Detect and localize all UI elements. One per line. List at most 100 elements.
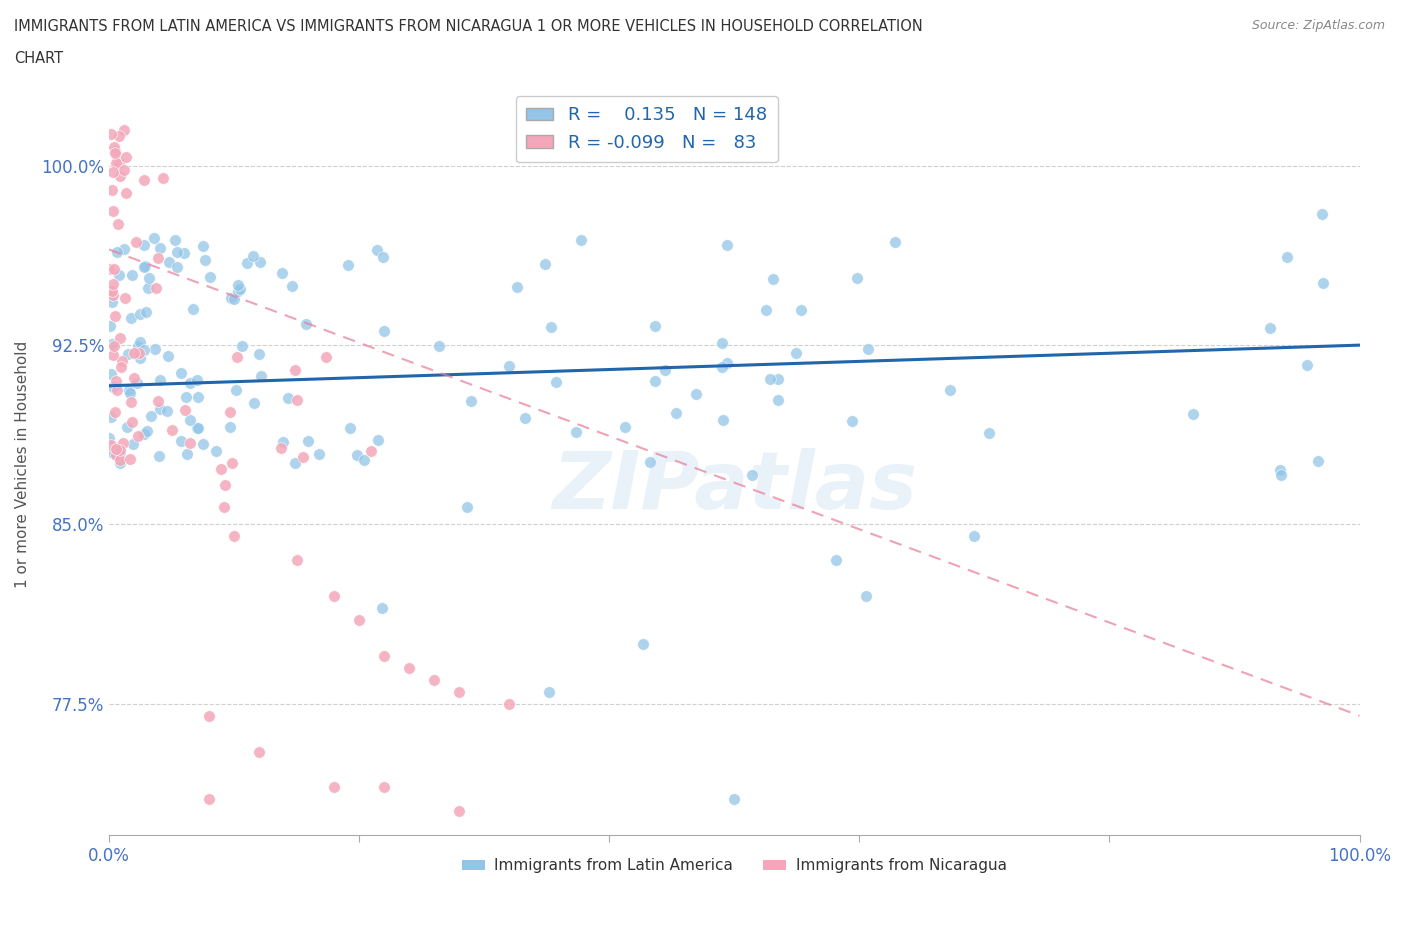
Point: [132, 237, 155, 252]
Point: [121, 415, 143, 430]
Point: [198, 709, 221, 724]
Point: [174, 403, 197, 418]
Point: [498, 359, 520, 374]
Point: [741, 468, 763, 483]
Point: [790, 302, 813, 317]
Point: [120, 311, 142, 325]
Point: [107, 216, 129, 231]
Point: [104, 309, 127, 324]
Point: [716, 355, 738, 370]
Point: [723, 792, 745, 807]
Point: [108, 452, 131, 467]
Point: [112, 122, 135, 137]
Point: [427, 339, 450, 353]
Point: [1268, 462, 1291, 477]
Point: [193, 239, 215, 254]
Point: [884, 234, 907, 249]
Point: [135, 423, 157, 438]
Point: [242, 248, 264, 263]
Point: [449, 684, 471, 699]
Point: [157, 255, 180, 270]
Point: [135, 304, 157, 319]
Point: [456, 499, 478, 514]
Point: [249, 255, 271, 270]
Point: [373, 324, 395, 339]
Point: [825, 553, 848, 568]
Point: [858, 341, 880, 356]
Point: [145, 281, 167, 296]
Point: [977, 426, 1000, 441]
Point: [101, 337, 124, 352]
Point: [270, 441, 292, 456]
Legend: Immigrants from Latin America, Immigrants from Nicaragua: Immigrants from Latin America, Immigrant…: [456, 852, 1012, 880]
Point: [101, 183, 124, 198]
Point: [633, 636, 655, 651]
Point: [132, 172, 155, 187]
Point: [537, 684, 560, 699]
Point: [157, 349, 180, 364]
Point: [766, 371, 789, 386]
Point: [1181, 406, 1204, 421]
Point: [141, 408, 163, 423]
Point: [219, 419, 242, 434]
Point: [108, 268, 131, 283]
Point: [654, 363, 676, 378]
Point: [114, 290, 136, 305]
Point: [103, 165, 125, 179]
Point: [104, 374, 127, 389]
Point: [565, 425, 588, 440]
Point: [761, 272, 783, 286]
Point: [112, 163, 135, 178]
Point: [179, 436, 201, 451]
Point: [766, 392, 789, 407]
Point: [323, 589, 346, 604]
Point: [105, 382, 128, 397]
Point: [105, 245, 128, 259]
Point: [149, 241, 172, 256]
Point: [371, 601, 394, 616]
Point: [166, 245, 188, 259]
Point: [138, 271, 160, 286]
Point: [1260, 321, 1282, 336]
Point: [323, 780, 346, 795]
Point: [711, 360, 734, 375]
Point: [371, 250, 394, 265]
Point: [284, 456, 307, 471]
Point: [644, 319, 666, 334]
Point: [104, 156, 127, 171]
Point: [111, 354, 134, 369]
Point: [103, 277, 125, 292]
Point: [128, 306, 150, 321]
Point: [228, 277, 250, 292]
Point: [235, 256, 257, 271]
Point: [785, 345, 807, 360]
Point: [939, 383, 962, 398]
Point: [156, 404, 179, 418]
Point: [373, 780, 395, 795]
Point: [198, 270, 221, 285]
Point: [103, 140, 125, 155]
Point: [841, 414, 863, 429]
Text: Source: ZipAtlas.com: Source: ZipAtlas.com: [1251, 19, 1385, 32]
Point: [108, 443, 131, 458]
Point: [222, 529, 245, 544]
Point: [638, 454, 661, 469]
Point: [1270, 467, 1292, 482]
Point: [297, 433, 319, 448]
Point: [115, 186, 138, 201]
Point: [194, 253, 217, 268]
Point: [191, 436, 214, 451]
Point: [271, 435, 294, 450]
Point: [346, 447, 368, 462]
Point: [540, 320, 562, 335]
Point: [148, 448, 170, 463]
Point: [134, 259, 156, 274]
Point: [132, 342, 155, 357]
Point: [366, 243, 388, 258]
Point: [181, 301, 204, 316]
Point: [179, 413, 201, 428]
Point: [219, 405, 242, 419]
Point: [128, 335, 150, 350]
Point: [855, 589, 877, 604]
Point: [103, 339, 125, 354]
